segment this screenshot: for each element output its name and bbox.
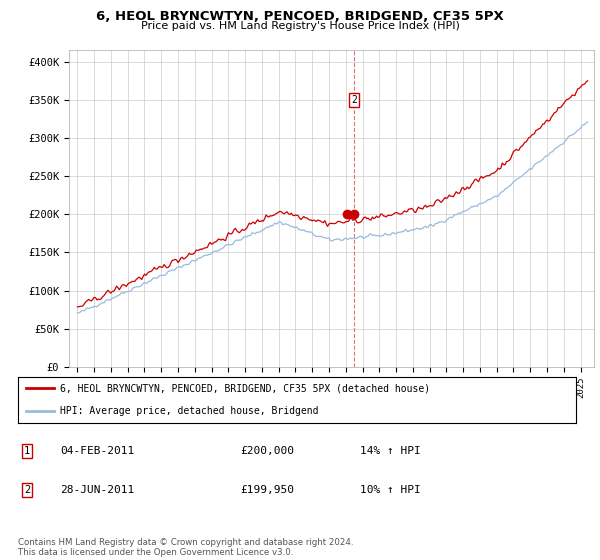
Text: 2: 2	[24, 485, 30, 495]
Text: 6, HEOL BRYNCWTYN, PENCOED, BRIDGEND, CF35 5PX: 6, HEOL BRYNCWTYN, PENCOED, BRIDGEND, CF…	[96, 10, 504, 23]
Text: 1: 1	[24, 446, 30, 456]
Text: 04-FEB-2011: 04-FEB-2011	[60, 446, 134, 456]
Text: HPI: Average price, detached house, Bridgend: HPI: Average price, detached house, Brid…	[60, 407, 319, 416]
Text: Contains HM Land Registry data © Crown copyright and database right 2024.
This d: Contains HM Land Registry data © Crown c…	[18, 538, 353, 557]
Text: 10% ↑ HPI: 10% ↑ HPI	[360, 485, 421, 495]
Text: 28-JUN-2011: 28-JUN-2011	[60, 485, 134, 495]
Text: 14% ↑ HPI: 14% ↑ HPI	[360, 446, 421, 456]
Text: £200,000: £200,000	[240, 446, 294, 456]
Text: 6, HEOL BRYNCWTYN, PENCOED, BRIDGEND, CF35 5PX (detached house): 6, HEOL BRYNCWTYN, PENCOED, BRIDGEND, CF…	[60, 384, 430, 393]
Text: 2: 2	[351, 95, 357, 105]
Text: Price paid vs. HM Land Registry's House Price Index (HPI): Price paid vs. HM Land Registry's House …	[140, 21, 460, 31]
Text: £199,950: £199,950	[240, 485, 294, 495]
